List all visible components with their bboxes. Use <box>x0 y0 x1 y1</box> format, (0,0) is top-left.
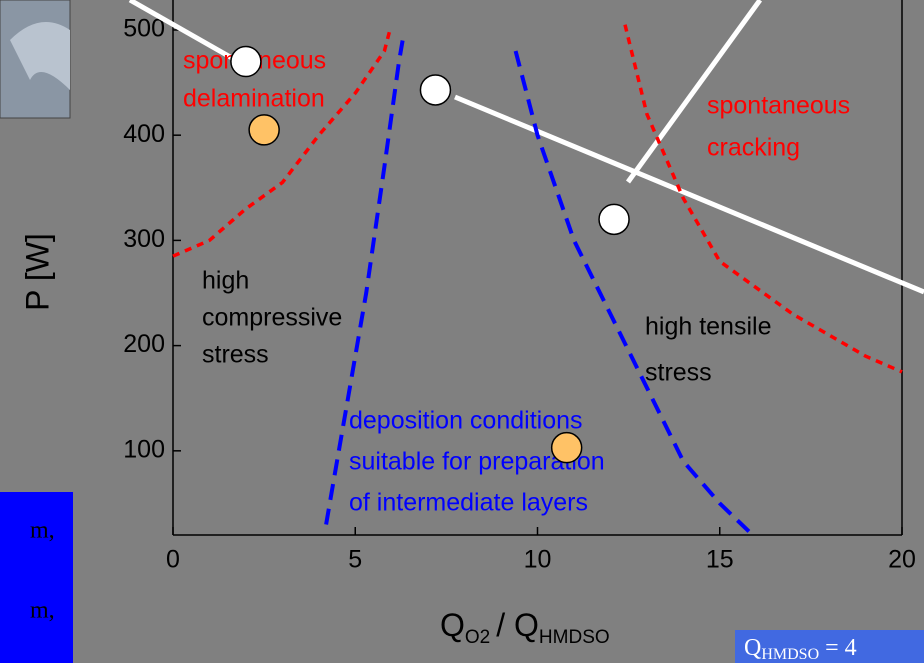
annotation: of intermediate layers <box>349 489 588 517</box>
y-tick-label: 300 <box>123 225 165 253</box>
point <box>249 115 279 145</box>
annotation: high tensile <box>645 313 771 341</box>
sub: HMDSO <box>539 627 610 648</box>
y-tick-label: 400 <box>123 120 165 148</box>
y-tick-label: 200 <box>123 330 165 358</box>
y-axis-label: P [W] <box>19 233 55 311</box>
annotation: high <box>202 267 249 295</box>
chart: m, m, QHMDSO= 4 10020030040050005101520s… <box>0 0 924 663</box>
q: Q <box>440 607 465 643</box>
x-tick-label: 20 <box>888 546 916 574</box>
annotation: spontaneous <box>707 92 850 120</box>
point <box>599 204 629 234</box>
annotation: cracking <box>707 134 800 162</box>
x-tick-label: 0 <box>166 546 180 574</box>
point <box>552 433 582 463</box>
page: m, m, QHMDSO= 4 10020030040050005101520s… <box>0 0 924 663</box>
annotation: stress <box>202 341 269 369</box>
x-tick-label: 10 <box>524 546 552 574</box>
side-box-text: m, <box>30 518 55 544</box>
q: Q <box>744 635 761 661</box>
x-tick-label: 5 <box>348 546 362 574</box>
y-tick-label: 100 <box>123 435 165 463</box>
annotation: delamination <box>183 85 325 113</box>
side-box-text: m, <box>30 598 55 624</box>
point <box>420 75 450 105</box>
x-tick-label: 15 <box>706 546 734 574</box>
annotation: stress <box>645 359 712 387</box>
sub: O2 <box>465 627 490 648</box>
mid: / Q <box>496 607 539 643</box>
sub: HMDSO <box>761 646 819 663</box>
annotation: compressive <box>202 304 342 332</box>
point <box>231 47 261 77</box>
annotation: deposition conditions <box>349 407 583 435</box>
rest: = 4 <box>825 635 857 661</box>
